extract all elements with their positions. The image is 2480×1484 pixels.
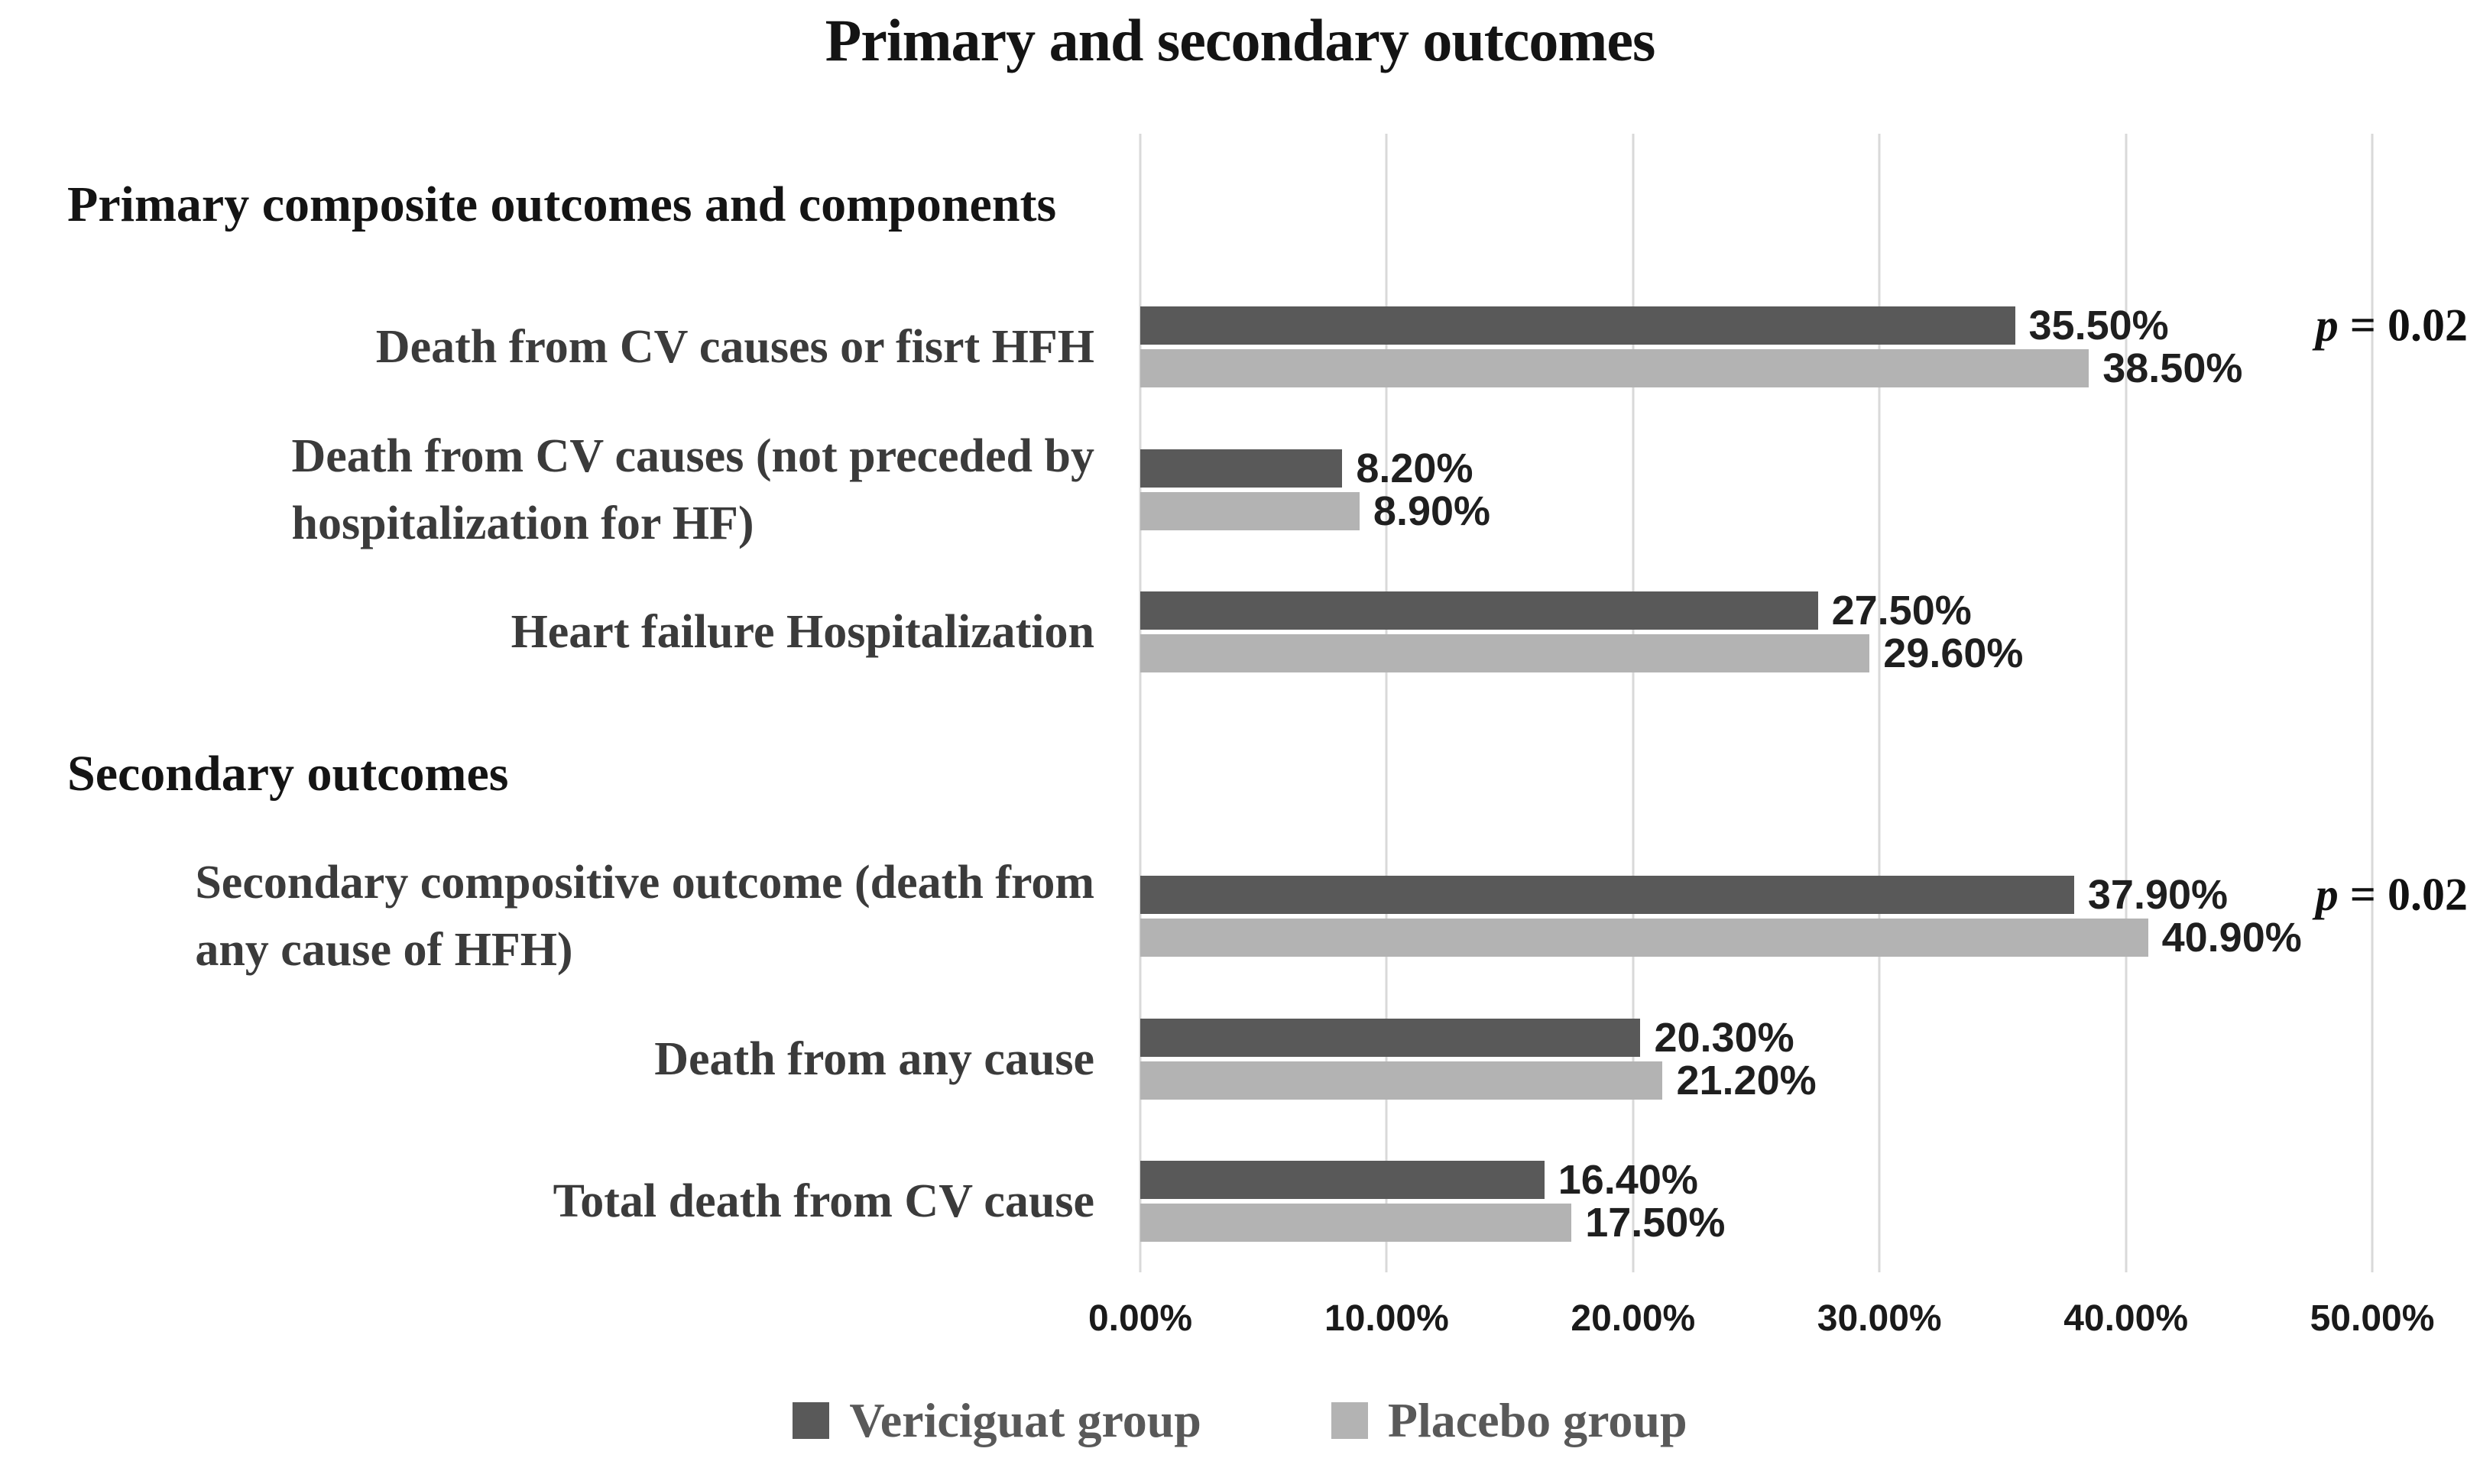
x-axis-tick: 30.00% [1817, 1298, 1942, 1339]
gridline-50 [2371, 134, 2374, 1272]
chart-row-death-cv-or-hfh: Death from CV causes or fisrt HFH 35.50%… [0, 276, 2480, 418]
chart-title: Primary and secondary outcomes [825, 7, 1656, 73]
chart-row-death-any-cause: Death from any cause 20.30% 21.20% [0, 988, 2480, 1130]
x-axis-tick: 10.00% [1324, 1298, 1449, 1339]
bar-vericiguat [1140, 591, 1818, 630]
bar-value-label: 40.90% [2161, 915, 2302, 961]
bar-value-label: 35.50% [2028, 303, 2169, 349]
chart-row-hf-hospitalization: Heart failure Hospitalization 27.50% 29.… [0, 561, 2480, 703]
bar-value-label: 17.50% [1585, 1199, 1726, 1246]
section-header-secondary: Secondary outcomes [67, 746, 509, 802]
legend-item-vericiguat: Vericiguat group [793, 1392, 1201, 1449]
legend-item-placebo: Placebo group [1331, 1392, 1687, 1449]
gridline-30 [1878, 134, 1881, 1272]
chart-legend: Vericiguat group Placebo group [0, 1392, 2480, 1449]
x-axis-tick: 50.00% [2310, 1298, 2435, 1339]
bar-placebo [1140, 1061, 1663, 1100]
category-label: Secondary compositive outcome (death fro… [195, 857, 1094, 977]
section-header-row-primary: Primary composite outcomes and component… [0, 134, 2480, 276]
bar-placebo [1140, 349, 2089, 388]
x-axis: 0.00% 10.00% 20.00% 30.00% 40.00% 50.00% [1088, 1298, 2434, 1351]
legend-label: Vericiguat group [849, 1393, 1201, 1447]
chart-row-death-cv-not-preceded: Death from CV causes (not preceded by ho… [0, 419, 2480, 561]
bar-vericiguat [1140, 306, 2015, 345]
bar-value-label: 16.40% [1558, 1156, 1698, 1203]
bar-vericiguat [1140, 1160, 1545, 1199]
bar-placebo [1140, 491, 1360, 530]
x-axis-tick: 40.00% [2063, 1298, 2188, 1339]
bar-placebo [1140, 919, 2148, 957]
bar-value-label: 8.90% [1373, 488, 1491, 534]
plot-gridlines [1139, 134, 2374, 1272]
category-label: Death from CV causes (not preceded by ho… [291, 429, 1095, 549]
bar-vericiguat [1140, 876, 2074, 915]
gridline-40 [2125, 134, 2128, 1272]
bar-vericiguat [1140, 449, 1343, 488]
bar-placebo [1140, 633, 1870, 672]
bar-value-label: 21.20% [1676, 1057, 1817, 1103]
bar-value-label: 29.60% [1883, 630, 2024, 676]
bar-placebo [1140, 1203, 1572, 1242]
bar-vericiguat [1140, 1018, 1641, 1057]
p-value-annotation: p = 0.02 [2315, 300, 2468, 351]
x-axis-tick: 0.00% [1088, 1298, 1193, 1339]
section-header-row-secondary: Secondary outcomes [0, 703, 2480, 845]
bar-value-label: 8.20% [1356, 445, 1473, 491]
x-axis-tick: 20.00% [1571, 1298, 1696, 1339]
bar-value-label: 37.90% [2087, 872, 2229, 919]
section-header-primary: Primary composite outcomes and component… [67, 177, 1057, 233]
gridline-20 [1632, 134, 1635, 1272]
category-label: Total death from CV cause [553, 1175, 1094, 1227]
bar-value-label: 38.50% [2102, 345, 2243, 392]
gridline-0 [1139, 134, 1142, 1272]
chart-row-secondary-composite: Secondary compositive outcome (death fro… [0, 845, 2480, 987]
category-label: Heart failure Hospitalization [511, 605, 1094, 658]
category-label: Death from any cause [654, 1032, 1094, 1085]
bar-value-label: 20.30% [1654, 1014, 1794, 1061]
gridline-10 [1385, 134, 1388, 1272]
legend-swatch-vericiguat [793, 1402, 830, 1439]
plot-rows: Primary composite outcomes and component… [0, 134, 2480, 1272]
chart-row-total-death-cv: Total death from CV cause 16.40% 17.50% [0, 1130, 2480, 1272]
bar-value-label: 27.50% [1831, 587, 1972, 633]
p-value-annotation: p = 0.02 [2315, 869, 2468, 920]
category-label: Death from CV causes or fisrt HFH [375, 321, 1094, 374]
legend-label: Placebo group [1387, 1393, 1687, 1447]
legend-swatch-placebo [1331, 1402, 1368, 1439]
